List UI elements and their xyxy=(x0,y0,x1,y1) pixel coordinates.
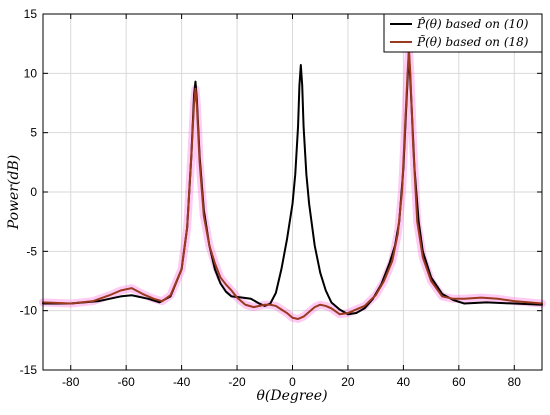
series-line-2 xyxy=(42,48,543,320)
y-tick-label: 10 xyxy=(24,66,38,80)
x-tick-label: -80 xyxy=(62,375,80,389)
legend-label-series-2: P̃(θ) based on (18) xyxy=(416,34,529,49)
y-tick-label: 15 xyxy=(24,7,38,21)
y-tick-label: -10 xyxy=(20,304,38,318)
y-tick-label: -15 xyxy=(20,363,38,377)
x-tick-label: 0 xyxy=(289,375,296,389)
y-tick-label: 0 xyxy=(30,185,37,199)
y-tick-label: 5 xyxy=(30,126,37,140)
x-tick-labels: -80 -60 -40 -20 0 20 40 60 80 xyxy=(62,375,521,389)
legend: P̂(θ) based on (10) P̃(θ) based on (18) xyxy=(383,13,543,53)
x-tick-label: -20 xyxy=(228,375,246,389)
x-tick-label: -60 xyxy=(117,375,135,389)
grid-lines xyxy=(43,14,542,370)
series-lines xyxy=(42,48,543,320)
x-tick-label: 80 xyxy=(508,375,522,389)
legend-box xyxy=(383,13,543,53)
x-tick-label: 20 xyxy=(341,375,355,389)
y-axis-title: Power(dB) xyxy=(6,155,22,230)
x-tick-label: 40 xyxy=(397,375,411,389)
legend-label-series-1: P̂(θ) based on (10) xyxy=(416,16,529,31)
x-tick-label: 60 xyxy=(452,375,466,389)
x-tick-label: -40 xyxy=(173,375,191,389)
y-tick-labels: -15 -10 -5 0 5 10 15 xyxy=(20,7,38,377)
x-axis-title: θ(Degree) xyxy=(256,388,327,404)
y-tick-label: -5 xyxy=(26,244,37,258)
